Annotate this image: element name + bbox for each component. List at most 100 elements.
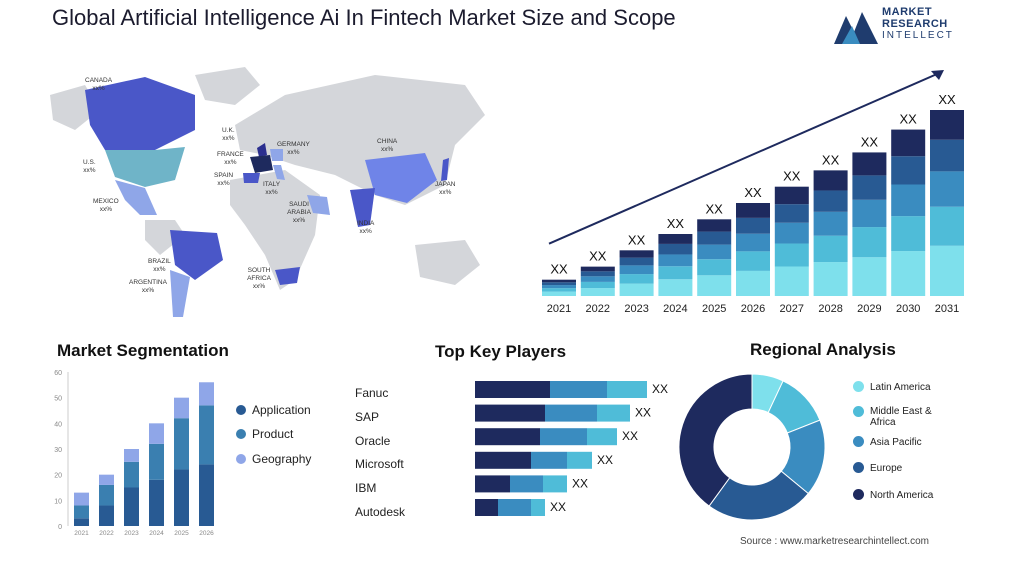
seg-bar-segment (199, 405, 214, 465)
map-africa (230, 170, 320, 290)
growth-bar-segment (813, 190, 848, 212)
seg-bar-segment (199, 382, 214, 406)
growth-bar-segment (774, 222, 809, 244)
growth-bar-value-label: XX (900, 112, 918, 127)
player-bar-segment (545, 404, 597, 422)
growth-bar-value-label: XX (822, 152, 840, 167)
legend-dot-north-america (853, 489, 864, 500)
map-japan (441, 158, 449, 181)
seg-bar-segment (199, 464, 214, 526)
player-bar-segment (550, 381, 607, 398)
growth-bar-segment (619, 257, 654, 266)
growth-bar-segment (736, 270, 770, 296)
growth-bar-segment (542, 279, 576, 283)
legend-europe: Europe (870, 463, 903, 474)
seg-bar-segment (149, 423, 164, 444)
growth-bar-segment (619, 250, 654, 258)
growth-bar-segment (542, 285, 576, 289)
player-label-oracle: Oracle (355, 434, 391, 448)
map-label-saudi-arabia: SAUDI ARABIA xx% (287, 201, 311, 224)
legend-dot-product (236, 429, 246, 439)
growth-x-tick-label: 2024 (663, 303, 687, 315)
map-label-italy: ITALY xx% (263, 181, 281, 196)
growth-bar-value-label: XX (706, 201, 724, 216)
player-bar-segment (587, 428, 617, 446)
logo-line-1: MARKET (882, 6, 933, 18)
growth-bar-segment (774, 243, 809, 267)
seg-bar-segment (99, 474, 114, 485)
player-bar-value-label: XX (622, 429, 638, 443)
map-label-uk: U.K. xx% (222, 127, 235, 142)
growth-bar-segment (852, 227, 887, 258)
growth-x-tick-label: 2022 (586, 303, 610, 315)
seg-bar-segment (174, 418, 189, 470)
seg-y-tick-label: 10 (54, 498, 62, 505)
logo: MARKET RESEARCH INTELLECT (832, 4, 982, 48)
map-label-mexico: MEXICO xx% (93, 198, 119, 213)
seg-y-tick-label: 60 (54, 370, 62, 377)
growth-bar-segment (891, 251, 926, 296)
map-label-us: U.S. xx% (83, 159, 96, 174)
legend-dot-europe (853, 462, 864, 473)
seg-bar-segment (99, 505, 114, 526)
growth-x-tick-label: 2026 (741, 303, 765, 315)
seg-bar-segment (124, 449, 139, 462)
player-bar-segment (498, 499, 531, 516)
growth-bar-segment (697, 275, 732, 296)
growth-x-tick-label: 2021 (547, 303, 571, 315)
growth-bar-segment (580, 276, 615, 282)
map-label-argentina: ARGENTINA xx% (129, 279, 167, 294)
player-label-microsoft: Microsoft (355, 457, 404, 471)
growth-bar-segment (736, 217, 770, 234)
seg-bar-segment (74, 492, 89, 506)
legend-application: Application (236, 403, 311, 417)
legend-dot-asia-pacific (853, 436, 864, 447)
trend-arrow-head (931, 70, 944, 80)
growth-bar-segment (658, 243, 693, 255)
map-china (365, 153, 437, 203)
growth-bar-segment (542, 282, 576, 286)
map-us (105, 147, 185, 187)
growth-bar-segment (542, 288, 576, 292)
growth-x-tick-label: 2025 (702, 303, 726, 315)
seg-x-tick-label: 2025 (174, 530, 189, 537)
logo-icon (834, 12, 878, 44)
trend-arrow-line (548, 73, 938, 245)
growth-bar-value-label: XX (667, 216, 685, 231)
seg-bar-segment (74, 518, 89, 526)
segmentation-title: Market Segmentation (57, 341, 229, 360)
map-brazil (170, 230, 223, 280)
growth-bar-segment (658, 234, 693, 244)
seg-bar-segment (124, 461, 139, 488)
source-text: Source : www.marketresearchintellect.com (740, 536, 929, 547)
growth-bar-segment (852, 175, 887, 200)
growth-bar-segment (580, 281, 615, 289)
legend-asia-pacific: Asia Pacific (870, 437, 922, 448)
player-bar-segment (475, 451, 531, 469)
map-italy (273, 165, 285, 180)
growth-bar-value-label: XX (783, 169, 801, 184)
map-label-spain: SPAIN xx% (214, 172, 234, 187)
growth-bar-value-label: XX (628, 232, 646, 247)
map-spain (243, 173, 260, 183)
segmentation-chart: 0 10 20 30 40 50 60 2021 2022 2023 2024 2025 2026 (54, 370, 214, 537)
growth-bar-segment (697, 231, 732, 245)
seg-y-tick-label: 40 (54, 421, 62, 428)
player-bar-value-label: XX (550, 500, 566, 514)
map-mexico (115, 180, 157, 215)
player-bar-value-label: XX (597, 453, 613, 467)
growth-bar-segment (736, 203, 770, 218)
map-india (350, 188, 375, 227)
seg-x-tick-label: 2022 (99, 530, 114, 537)
growth-x-tick-label: 2030 (896, 303, 920, 315)
world-map: CANADA xx% U.S. xx% MEXICO xx% BRAZIL xx% AR… (45, 55, 495, 325)
growth-bar-segment (852, 152, 887, 176)
legend-dot-application (236, 405, 246, 415)
player-bar-segment (543, 475, 567, 493)
map-uk (257, 143, 267, 157)
growth-bar-segment (658, 279, 693, 296)
player-bar-segment (531, 499, 545, 516)
seg-bar-segment (174, 469, 189, 526)
player-bar-value-label: XX (652, 382, 668, 396)
map-label-india: INDIA xx% (357, 220, 375, 235)
